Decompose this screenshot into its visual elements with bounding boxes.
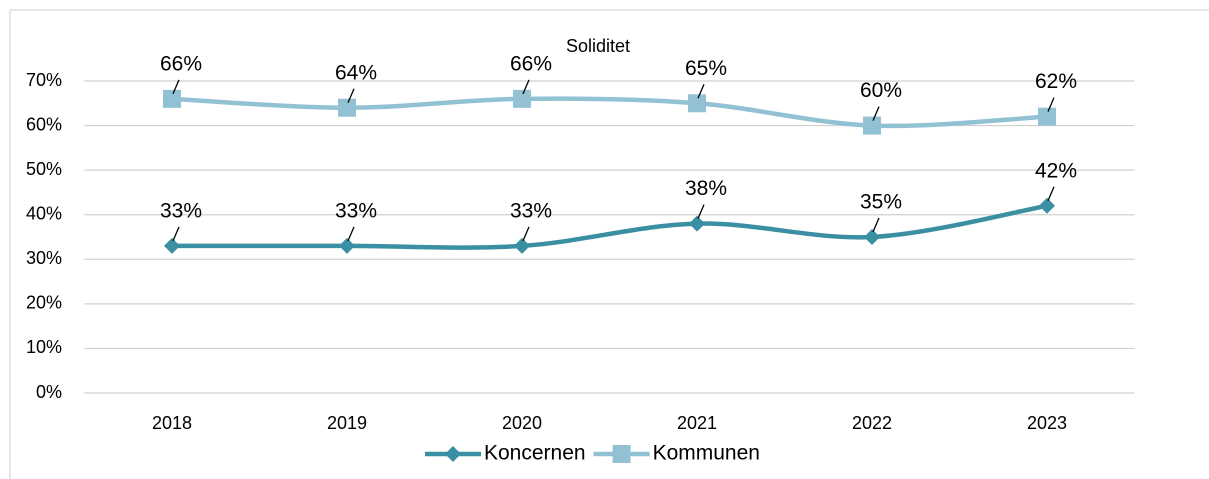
data-label: 66% — [160, 52, 202, 75]
label-leader — [172, 79, 180, 95]
label-leader — [172, 226, 180, 242]
x-tick-label: 2019 — [327, 413, 367, 433]
point-marker — [864, 229, 880, 245]
label-leader — [522, 226, 530, 242]
y-tick-label: 40% — [26, 203, 62, 223]
point-marker — [514, 237, 530, 254]
legend-label: Kommunen — [653, 442, 760, 465]
chart-title: Soliditet — [566, 36, 630, 56]
x-tick-label: 2020 — [502, 413, 542, 433]
y-tick-label: 60% — [26, 114, 62, 134]
y-tick-label: 20% — [26, 293, 62, 313]
point-marker — [339, 237, 355, 254]
legend-swatch-marker — [612, 445, 631, 463]
x-tick-label: 2022 — [852, 413, 892, 433]
data-label: 42% — [1035, 159, 1077, 182]
point-marker — [163, 89, 181, 108]
point-marker — [164, 237, 180, 254]
data-label: 64% — [335, 61, 377, 84]
data-label: 62% — [1035, 70, 1077, 93]
x-tick-label: 2021 — [677, 413, 717, 433]
point-marker — [1038, 107, 1056, 126]
data-label: 38% — [685, 177, 727, 200]
label-leader — [347, 226, 355, 242]
y-tick-label: 10% — [26, 337, 62, 357]
label-leader — [1047, 97, 1055, 112]
data-label: 60% — [860, 79, 902, 102]
y-tick-label: 50% — [26, 159, 62, 179]
y-tick-label: 0% — [36, 382, 62, 402]
data-label: 33% — [510, 199, 552, 222]
series-line — [171, 203, 1048, 250]
legend-label: Koncernen — [484, 442, 586, 465]
label-leader — [697, 84, 705, 99]
x-tick-label: 2023 — [1027, 413, 1067, 433]
label-leader — [872, 217, 880, 233]
label-leader — [522, 79, 530, 95]
y-tick-label: 70% — [26, 70, 62, 90]
data-label: 66% — [510, 52, 552, 75]
data-label: 33% — [335, 199, 377, 222]
point-marker — [689, 215, 705, 232]
x-tick-label: 2018 — [152, 413, 192, 433]
data-label: 35% — [860, 191, 902, 214]
label-leader — [872, 106, 880, 121]
label-leader — [697, 204, 705, 219]
series-line — [171, 96, 1048, 129]
y-tick-label: 30% — [26, 248, 62, 268]
point-marker — [688, 94, 706, 113]
point-marker — [338, 98, 356, 117]
label-leader — [347, 88, 355, 103]
point-marker — [513, 89, 531, 108]
point-marker — [1039, 197, 1055, 214]
legend-swatch-marker — [445, 446, 461, 462]
data-label: 65% — [685, 57, 727, 80]
label-leader — [1047, 186, 1055, 202]
data-label: 33% — [160, 199, 202, 222]
point-marker — [863, 116, 881, 135]
